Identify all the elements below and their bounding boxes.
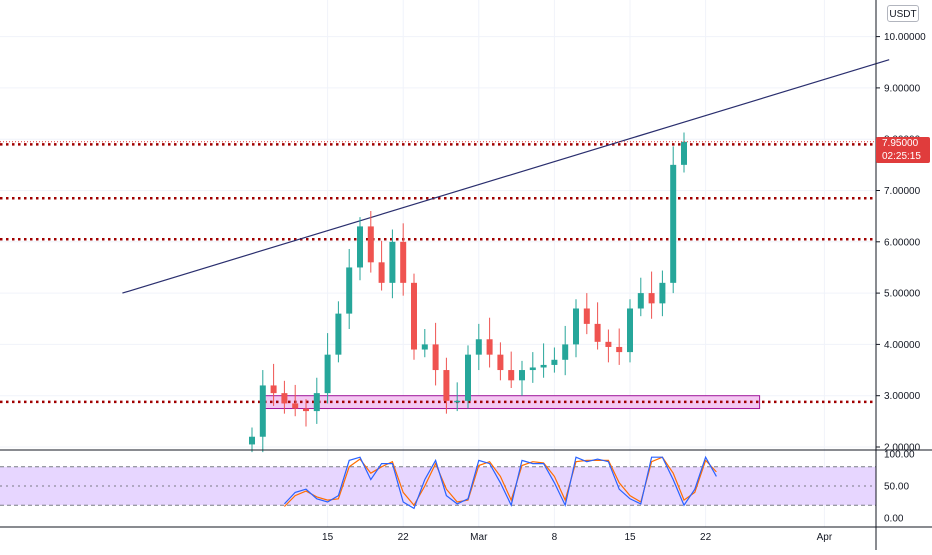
candle-body (357, 226, 363, 268)
price-tick-label: 2.00000 (884, 443, 921, 454)
last-price-value: 7.95000 (882, 138, 919, 149)
candle-body (367, 226, 374, 263)
price-tick-label: 4.00000 (884, 340, 921, 351)
candle-body (411, 282, 417, 350)
time-tick-label: 22 (398, 532, 410, 543)
candle-body (475, 339, 482, 355)
candle-body (659, 282, 666, 304)
candle-body (562, 344, 569, 360)
stochastic-tick-label: 50.00 (884, 482, 909, 493)
countdown-timer: 02:25:15 (882, 151, 921, 162)
candle-body (432, 344, 439, 371)
stochastic-pane[interactable]: 100.00 50.00 0.00 (0, 450, 915, 525)
candle-body (551, 359, 558, 365)
quote-currency-button[interactable]: USDT (887, 5, 919, 22)
candle-body (540, 364, 547, 368)
candle-body (389, 241, 396, 283)
candle-body (454, 400, 461, 403)
time-tick-label: 15 (624, 532, 636, 543)
candle-body (324, 354, 331, 394)
candle-body (281, 393, 288, 404)
candle-body (378, 262, 385, 283)
time-tick-label: 8 (552, 532, 558, 543)
candle-body (335, 313, 342, 355)
candle-body (594, 323, 601, 342)
candle-body (313, 393, 320, 412)
candle-body (443, 370, 450, 401)
candle-body (400, 241, 407, 283)
candle-body (627, 308, 633, 353)
trendline[interactable] (122, 59, 890, 294)
candle-body (421, 344, 428, 350)
price-tick-label: 3.00000 (884, 391, 921, 402)
candle-body (259, 385, 266, 437)
candle-body (573, 308, 579, 345)
candle-body (270, 385, 277, 394)
candle-body (637, 293, 644, 309)
candle-body (249, 436, 255, 445)
candle-body (529, 367, 536, 371)
candle-body (497, 354, 504, 371)
price-pane[interactable] (0, 59, 890, 453)
candle-body (519, 370, 525, 381)
candle-body (346, 267, 353, 314)
time-tick-label: Apr (817, 532, 833, 543)
price-tick-label: 6.00000 (884, 237, 921, 248)
candle-body (616, 346, 623, 353)
price-tick-label: 5.00000 (884, 289, 921, 300)
stochastic-k-line (283, 455, 717, 510)
time-tick-label: 22 (700, 532, 712, 543)
candle-body (648, 293, 655, 304)
candle-body (681, 141, 687, 165)
time-tick-label: Mar (470, 532, 488, 543)
candle-body (605, 341, 612, 347)
candle-body (303, 408, 309, 412)
time-tick-label: 15 (322, 532, 334, 543)
candle-body (465, 354, 471, 401)
candle-body (508, 370, 515, 381)
candle-body (292, 403, 299, 409)
last-price-label: 7.95000 02:25:15 (876, 137, 930, 163)
candle-body (670, 164, 677, 283)
price-tick-label: 7.00000 (884, 186, 921, 197)
price-tick-label: 10.00000 (884, 32, 926, 43)
candle-body (486, 339, 493, 355)
stochastic-tick-label: 100.00 (884, 450, 915, 461)
candle-body (583, 308, 590, 324)
stochastic-tick-label: 0.00 (884, 514, 904, 525)
price-tick-label: 9.00000 (884, 83, 921, 94)
